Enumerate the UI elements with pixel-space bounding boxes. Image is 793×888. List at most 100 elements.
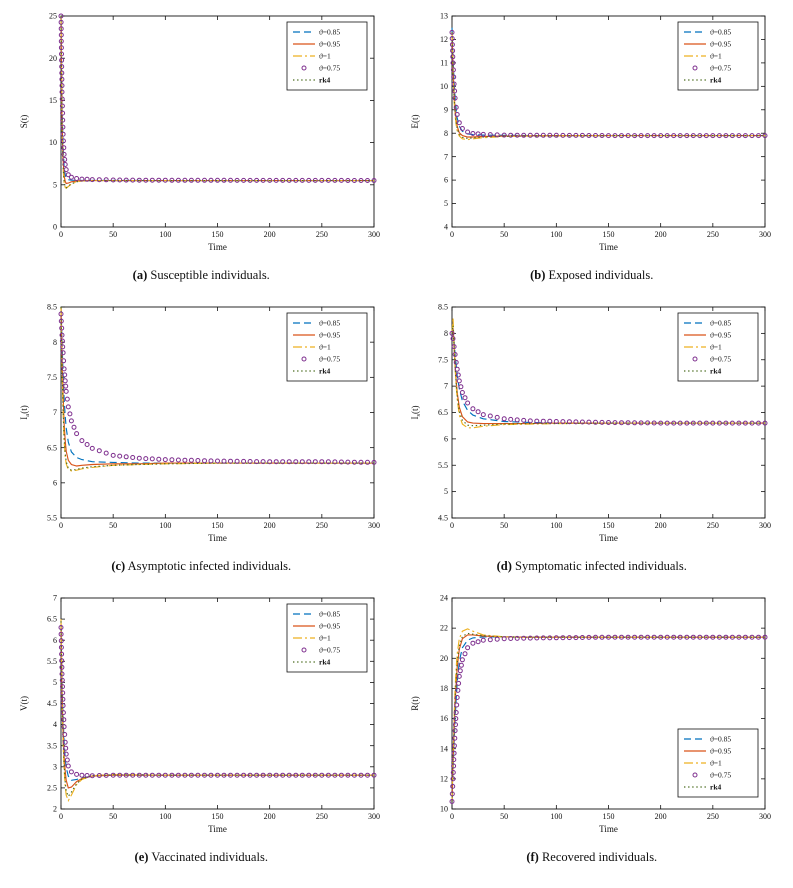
x-tick-label: 250: [316, 230, 328, 239]
x-tick-label: 100: [160, 521, 172, 530]
y-axis-label: Ia(t): [19, 405, 31, 419]
x-tick-label: 0: [450, 230, 454, 239]
panel-vaccinated: 0 50 100 150 200 250 300 2 2.5 3 3.5 4 4.5 5 5.5 6 6.5 7 T…: [15, 590, 387, 865]
caption-susceptible: (a) Susceptible individuals.: [133, 268, 270, 283]
y-tick-label: 8: [444, 129, 448, 138]
legend-label: ϑ=1: [319, 343, 331, 352]
x-tick-label: 150: [212, 521, 224, 530]
y-tick-label: 24: [440, 594, 448, 603]
x-tick-label: 300: [368, 521, 380, 530]
caption-text: Asymptotic infected individuals.: [127, 559, 292, 573]
x-tick-label: 300: [368, 812, 380, 821]
y-axis-label: E(t): [410, 115, 420, 129]
y-tick-label: 22: [440, 624, 448, 633]
y-tick-label: 5: [444, 199, 448, 208]
x-axis-label: Time: [208, 533, 227, 543]
legend-marker: [692, 65, 698, 71]
x-tick-label: 50: [500, 230, 508, 239]
x-tick-label: 300: [759, 230, 771, 239]
y-tick-label: 7.5: [47, 373, 57, 382]
y-axis-label: R(t): [410, 696, 420, 711]
x-tick-label: 300: [759, 521, 771, 530]
x-tick-label: 100: [550, 521, 562, 530]
legend-label: ϑ=1: [710, 343, 722, 352]
caption-text: Symptomatic infected individuals.: [515, 559, 687, 573]
legend-label: ϑ=1: [319, 634, 331, 643]
chart-vaccinated: 0 50 100 150 200 250 300 2 2.5 3 3.5 4 4.5 5 5.5 6 6.5 7 T…: [19, 594, 380, 834]
x-tick-label: 200: [654, 812, 666, 821]
y-tick-label: 10: [49, 138, 57, 147]
legend-label: ϑ=0.95: [319, 40, 340, 49]
legend-label: ϑ=0.95: [319, 331, 340, 340]
y-tick-label: 6.5: [438, 408, 448, 417]
series-ϑ=1: [60, 306, 375, 472]
x-axis-label: Time: [599, 824, 618, 834]
caption-asymptomatic-infected: (c) Asymptotic infected individuals.: [111, 559, 291, 574]
y-tick-label: 4: [53, 720, 57, 729]
x-axis-label: Time: [208, 824, 227, 834]
y-tick-label: 6.5: [47, 443, 57, 452]
y-tick-label: 4.5: [438, 514, 448, 523]
series-ϑ=1: [60, 15, 375, 189]
x-tick-label: 100: [160, 812, 172, 821]
y-tick-label: 9: [444, 105, 448, 114]
series-ϑ=0.75: [449, 634, 768, 804]
x-axis-label: Time: [599, 533, 618, 543]
legend: ϑ=0.85 ϑ=0.95 ϑ=1 ϑ=0.75 rk4: [677, 21, 759, 91]
caption-symptomatic-infected: (d) Symptomatic infected individuals.: [497, 559, 687, 574]
y-tick-label: 3.5: [47, 741, 57, 750]
caption-tag: (f): [526, 850, 539, 864]
legend-label: ϑ=0.95: [710, 747, 731, 756]
y-axis-label: V(t): [19, 696, 29, 711]
legend-marker: [692, 772, 698, 778]
x-tick-label: 250: [316, 521, 328, 530]
y-tick-label: 5: [53, 678, 57, 687]
caption-vaccinated: (e) Vaccinated individuals.: [135, 850, 268, 865]
x-tick-label: 200: [264, 230, 276, 239]
caption-text: Vaccinated individuals.: [151, 850, 268, 864]
y-tick-label: 8.5: [438, 303, 448, 312]
y-tick-label: 7: [53, 408, 57, 417]
panel-susceptible: 0 50 100 150 200 250 300 0 5 10 15 20 25 Time S(t) ϑ=0.…: [15, 8, 387, 283]
panel-recovered: 0 50 100 150 200 250 300 10 12 14 16 18 20 22 24 Time R(…: [406, 590, 778, 865]
chart-susceptible: 0 50 100 150 200 250 300 0 5 10 15 20 25 Time S(t) ϑ=0.…: [19, 12, 380, 252]
y-tick-label: 7: [444, 382, 448, 391]
x-tick-label: 0: [450, 812, 454, 821]
x-tick-label: 50: [109, 521, 117, 530]
y-tick-label: 7.5: [438, 355, 448, 364]
legend-label: rk4: [319, 76, 331, 85]
legend-label: ϑ=0.75: [710, 64, 731, 73]
y-tick-label: 7: [444, 152, 448, 161]
x-tick-label: 50: [500, 521, 508, 530]
chart-exposed: 0 50 100 150 200 250 300 4 5 6 7 8 9 10 11 12 13 Time E(t)…: [410, 12, 771, 252]
chart-symptomatic-infected: 0 50 100 150 200 250 300 4.5 5 5.5 6 6.5 7 7.5 8 8.5 Tim…: [410, 303, 771, 543]
legend-label: ϑ=0.85: [319, 610, 340, 619]
y-axis-label: S(t): [19, 115, 29, 129]
legend: ϑ=0.85 ϑ=0.95 ϑ=1 ϑ=0.75 rk4: [677, 728, 759, 798]
y-tick-label: 10: [440, 805, 448, 814]
chart-recovered: 0 50 100 150 200 250 300 10 12 14 16 18 20 22 24 Time R(…: [410, 594, 771, 834]
y-tick-label: 6: [53, 636, 57, 645]
x-tick-label: 300: [759, 812, 771, 821]
legend-label: ϑ=0.95: [319, 622, 340, 631]
caption-exposed: (b) Exposed individuals.: [530, 268, 653, 283]
x-tick-label: 250: [707, 230, 719, 239]
legend-label: rk4: [710, 367, 722, 376]
legend-marker: [301, 647, 307, 653]
x-tick-label: 0: [450, 521, 454, 530]
figure-grid: 0 50 100 150 200 250 300 0 5 10 15 20 25 Time S(t) ϑ=0.…: [15, 8, 778, 865]
y-tick-label: 0: [53, 223, 57, 232]
legend-label: ϑ=1: [710, 52, 722, 61]
x-tick-label: 150: [212, 812, 224, 821]
series-rk4: [451, 32, 765, 139]
series-ϑ=0.85: [451, 27, 765, 137]
y-tick-label: 6: [444, 176, 448, 185]
y-tick-label: 4.5: [47, 699, 57, 708]
legend-label: ϑ=0.85: [710, 28, 731, 37]
caption-text: Susceptible individuals.: [150, 268, 270, 282]
legend: ϑ=0.85 ϑ=0.95 ϑ=1 ϑ=0.75 rk4: [286, 603, 368, 673]
caption-tag: (d): [496, 559, 512, 573]
y-tick-label: 3: [53, 762, 57, 771]
series-ϑ=0.75: [58, 13, 377, 183]
legend-label: ϑ=0.75: [710, 355, 731, 364]
